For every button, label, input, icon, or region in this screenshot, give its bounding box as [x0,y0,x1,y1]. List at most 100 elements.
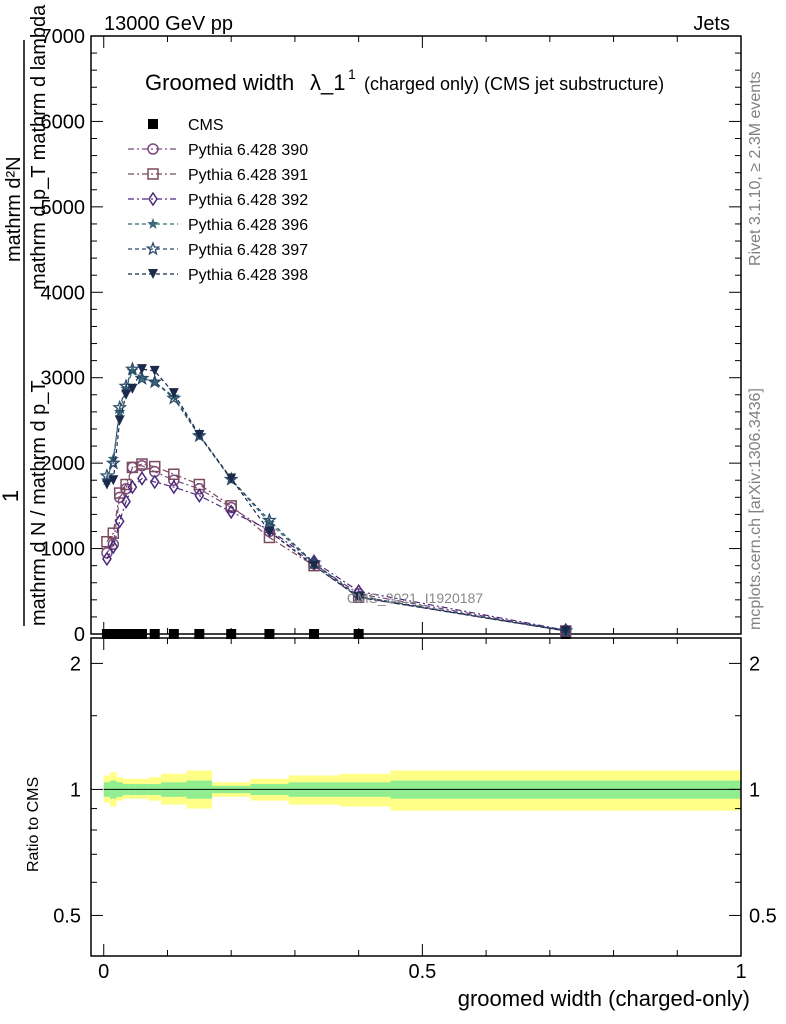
data-point [108,475,119,486]
legend-label: Pythia 6.428 396 [188,217,308,234]
legend-marker [147,143,159,155]
legend-label: CMS [188,117,224,134]
data-point [136,371,148,383]
series-line [106,368,566,632]
y-tick-label: 2000 [41,453,86,475]
data-point [120,478,132,491]
data-point [194,629,205,639]
y-tick-label: 7000 [41,26,86,48]
y-tick-label: 1000 [41,539,86,561]
data-point [225,500,237,512]
data-point [112,399,128,415]
data-point [149,474,160,490]
data-point [166,390,182,405]
data-point [353,592,364,603]
y-tick-label: 6000 [41,111,86,133]
series-line [106,463,566,632]
data-point [108,539,119,555]
data-point [114,629,125,639]
ratio-y-tick-label-right: 0.5 [749,905,777,927]
ratio-y-tick-label: 0.5 [53,905,81,927]
legend-label: Pythia 6.428 392 [188,192,308,209]
legend: CMS Pythia 6.428 390 Pythia 6.428 391 Pythi… [128,117,308,284]
data-point [168,474,180,486]
main-panel: 0 1000 2000 3000 4000 5000 6000 7000 [41,26,742,646]
ratio-frame [90,637,742,957]
data-point [168,479,179,495]
ylabel-numerator-1: mathrm d²N [3,156,25,262]
legend-marker [145,241,161,256]
x-tick-label: 1 [735,961,746,983]
legend-marker [148,119,158,129]
series-pythia-6-428-397 [99,361,574,638]
data-point [101,629,112,639]
ylabel-denominator: mathrm d N / mathrm d p_T [28,380,50,626]
data-point [102,551,112,567]
data-point [226,629,237,639]
y-tick-label: 5000 [41,197,86,219]
data-point [101,479,112,490]
rivet-version-label: Rivet 3.1.10, ≥ 2.3M events [747,71,764,266]
header-category: Jets [693,13,730,35]
x-tick-label: 0.5 [408,961,436,983]
ratio-ylabel: Ratio to CMS [25,777,42,872]
data-point [124,361,140,376]
series-line [106,477,566,631]
legend-marker [147,218,159,229]
legend-label: Pythia 6.428 397 [188,242,308,259]
data-point [126,364,139,376]
data-point [147,374,163,389]
data-point [134,370,150,385]
ratio-y-tick-label-right: 1 [749,779,760,801]
series-pythia-6-428-398 [101,364,571,637]
plot-title-math: λ_1 [310,70,345,95]
data-point [107,527,120,539]
y-tick-label: 0 [74,624,85,646]
ratio-y-tick-label: 1 [70,779,81,801]
series-line [106,368,566,632]
main-ylabel: 1 mathrm d N / mathrm d p_T mathrm d²N m… [0,4,50,626]
data-point [114,415,125,426]
data-point [168,468,180,480]
data-point [264,526,275,537]
series-pythia-6-428-396 [101,364,572,636]
plot-title: Groomed width λ_1 1 (charged only) (CMS … [145,66,664,95]
data-point [353,629,364,639]
data-point [148,460,161,473]
data-point [127,383,138,394]
legend-label: Pythia 6.428 398 [188,267,308,284]
ylabel-numerator-2: mathrm d p_T mathrm d lambda [28,4,50,290]
data-point [121,494,131,509]
data-point [560,626,571,637]
data-point [194,488,205,503]
data-point [136,364,147,375]
data-point [121,389,132,400]
data-point [127,479,138,495]
xlabel: groomed width (charged-only) [458,986,750,1011]
data-point [264,629,275,639]
data-point [149,629,160,639]
series-line [106,465,566,632]
series-cms [101,629,571,639]
data-point [194,429,205,440]
data-point [121,629,132,639]
data-point [107,538,120,551]
legend-marker [147,168,159,180]
legend-label: Pythia 6.428 391 [188,167,308,184]
data-point [226,504,237,520]
data-point [149,365,160,376]
plot-title-suffix: (charged only) (CMS jet substructure) [364,74,664,94]
data-point [136,458,148,470]
ratio-y-tick-label-right: 2 [749,653,760,675]
data-point [309,629,320,639]
header-process: 13000 GeV pp [104,13,233,35]
ratio-y-tick-label: 2 [70,653,81,675]
data-point [136,629,147,639]
data-point [226,473,237,484]
data-point [261,512,277,527]
data-point [105,455,121,470]
data-point [168,388,179,399]
data-point [108,629,119,639]
ylabel-one: 1 [0,490,23,502]
